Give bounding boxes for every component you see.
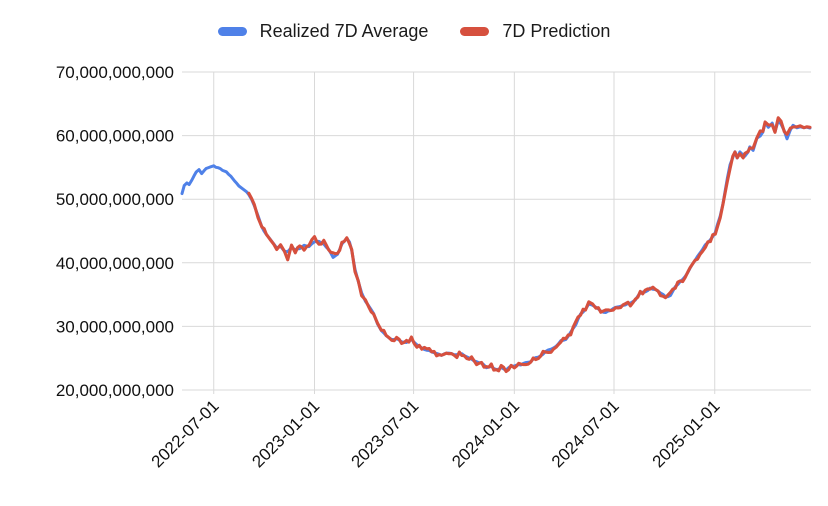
x-axis-tick-label: 2024-07-01: [548, 396, 623, 471]
x-axis-tick-label: 2023-01-01: [248, 396, 323, 471]
chart-legend: Realized 7D Average 7D Prediction: [0, 21, 828, 42]
legend-item-7d-prediction: 7D Prediction: [460, 21, 610, 42]
y-axis-tick-label: 70,000,000,000: [56, 63, 174, 82]
x-axis-tick-label: 2022-07-01: [148, 396, 223, 471]
y-axis-tick-label: 50,000,000,000: [56, 190, 174, 209]
series-line-7d-prediction: [247, 116, 812, 374]
y-axis-tick-label: 40,000,000,000: [56, 254, 174, 273]
x-axis-tick-label: 2024-01-01: [448, 396, 523, 471]
legend-item-realized-7d-average: Realized 7D Average: [217, 21, 429, 42]
y-axis-tick-label: 60,000,000,000: [56, 127, 174, 146]
legend-label-realized: Realized 7D Average: [259, 21, 429, 41]
legend-swatch-prediction-icon: [460, 27, 490, 36]
x-axis-tick-label: 2025-01-01: [649, 396, 724, 471]
x-axis-tick-label: 2023-07-01: [347, 396, 422, 471]
legend-swatch-realized-icon: [217, 27, 247, 36]
y-axis-tick-label: 20,000,000,000: [56, 381, 174, 400]
legend-label-prediction: 7D Prediction: [502, 21, 611, 41]
y-axis-tick-label: 30,000,000,000: [56, 317, 174, 336]
